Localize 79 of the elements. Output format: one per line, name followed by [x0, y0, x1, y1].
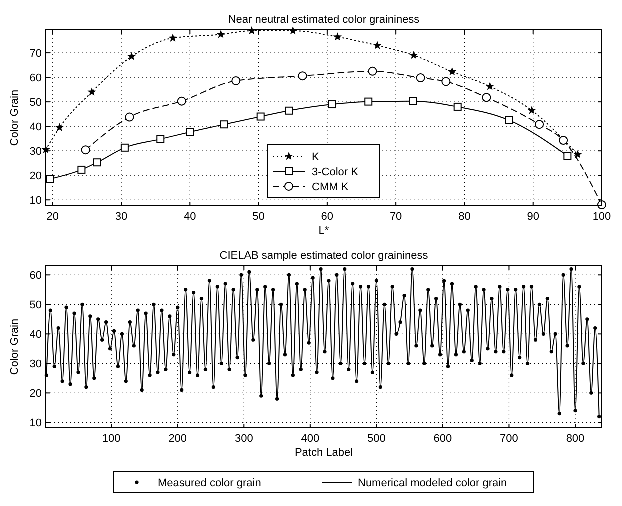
y-tick-label: 40: [30, 122, 42, 134]
point: [78, 166, 86, 174]
legend-label: Numerical modeled color grain: [358, 478, 508, 490]
point: [364, 98, 373, 106]
point: [442, 77, 451, 86]
point: [328, 100, 336, 109]
y-tick-label: 30: [30, 358, 42, 371]
point: [486, 82, 494, 90]
x-tick-label: 80: [458, 211, 471, 223]
point: [298, 72, 308, 81]
point: [528, 106, 536, 114]
y-axis-title: Color Grain: [9, 318, 21, 376]
point: [409, 97, 418, 106]
x-tick-label: 90: [527, 211, 540, 223]
x-tick-label: 100: [102, 433, 121, 445]
point: [186, 128, 194, 136]
point: [559, 136, 568, 146]
point: [81, 146, 90, 155]
point: [256, 112, 265, 121]
y-tick-label: 10: [30, 195, 42, 208]
point: [535, 120, 544, 130]
point: [482, 93, 492, 102]
point: [564, 152, 572, 160]
point: [505, 116, 514, 124]
chart-title: CIELAB sample estimated color graininess: [220, 250, 429, 262]
legend-label: K: [312, 152, 320, 164]
y-tick-label: 50: [30, 97, 42, 110]
x-tick-label: 100: [592, 211, 612, 223]
y-tick-label: 30: [30, 146, 42, 158]
x-tick-label: 800: [566, 433, 585, 445]
x-tick-label: 400: [301, 433, 320, 445]
x-tick-label: 30: [115, 211, 128, 223]
point: [368, 66, 378, 76]
point: [120, 144, 129, 152]
point: [88, 88, 96, 96]
legend-label: Measured color grain: [158, 478, 262, 490]
point: [574, 150, 582, 158]
point: [55, 123, 64, 132]
x-tick-label: 70: [390, 211, 402, 223]
chart-title: Near neutral estimated color graininess: [228, 14, 420, 26]
x-axis-title: L*: [318, 225, 330, 237]
point: [125, 112, 134, 122]
x-axis-title: Patch Label: [294, 447, 354, 459]
point: [128, 52, 136, 60]
x-tick-label: 50: [252, 211, 265, 223]
point: [177, 96, 186, 106]
x-tick-label: 40: [184, 211, 196, 223]
legend-label: 3-Color K: [312, 166, 360, 178]
point: [416, 74, 426, 83]
point: [156, 135, 165, 144]
legend-label: CMM K: [312, 182, 350, 194]
point: [448, 67, 457, 76]
point: [333, 32, 342, 41]
y-tick-label: 20: [30, 388, 42, 400]
x-tick-label: 60: [321, 211, 334, 223]
y-tick-label: 20: [30, 170, 42, 183]
point: [46, 175, 54, 184]
point: [410, 50, 418, 60]
x-tick-label: 600: [434, 433, 452, 445]
x-tick-label: 200: [168, 433, 188, 445]
point: [216, 30, 226, 38]
y-tick-label: 40: [30, 329, 42, 342]
y-axis-title: Color Grain: [9, 90, 21, 146]
point: [93, 158, 102, 167]
y-tick-label: 60: [30, 72, 42, 85]
point: [284, 106, 293, 115]
y-tick-label: 50: [30, 300, 42, 312]
point: [373, 41, 382, 50]
point: [168, 34, 178, 42]
y-tick-label: 10: [30, 418, 42, 430]
y-tick-label: 70: [30, 48, 42, 60]
x-tick-label: 20: [46, 211, 59, 223]
point: [454, 102, 462, 111]
point: [220, 120, 228, 129]
x-tick-label: 700: [500, 433, 518, 445]
x-tick-label: 500: [368, 433, 386, 445]
y-tick-label: 60: [30, 270, 42, 282]
x-tick-label: 300: [234, 433, 254, 445]
point: [232, 76, 241, 86]
